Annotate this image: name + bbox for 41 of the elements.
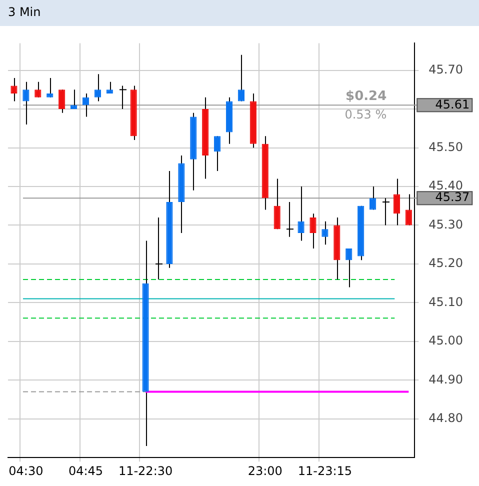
y-tick-label: 45.40 [428,178,464,193]
annotation: $0.24 [346,89,387,104]
candlestick [286,201,294,238]
candlestick [405,194,412,226]
candlestick [346,248,352,288]
y-tick-label: 45.10 [428,294,464,309]
candlestick [46,78,54,98]
x-tick-label: 04:45 [68,464,104,478]
candlestick [393,178,400,226]
y-tick-label: 45.20 [428,256,464,270]
y-tick-label: 45.70 [428,62,464,76]
y-tick-label: 44.80 [428,410,464,425]
candlestick [298,186,304,242]
x-tick-label: 04:30 [8,464,44,478]
x-tick-label: 11-23:15 [298,464,352,478]
candlestick [274,178,280,230]
candlestick [214,136,221,172]
candlestick [322,220,328,246]
candlestick [382,198,390,226]
y-tick-label: 44.90 [428,372,464,386]
x-tick-label: 23:00 [248,464,282,478]
y-tick-label: 45.00 [428,334,464,348]
candlestick [369,186,376,210]
ref-line-label: 45.37 [435,190,470,204]
candlestick [155,216,163,280]
x-tick-label: 11-22:30 [118,464,173,478]
candlestick [58,89,66,114]
candlestick [82,93,90,118]
annotation: 0.53 % [344,107,387,122]
candlestick [10,78,18,102]
candlestick [238,54,245,102]
chart-title: 3 Min [8,5,41,19]
y-tick-label: 45.50 [428,140,464,154]
candlestick [70,89,78,110]
y-tick-label: 45.30 [428,217,464,232]
candlestick [310,213,316,249]
candlestick [22,81,30,126]
ref-line-label: 45.61 [435,97,470,112]
candlestick [94,74,101,102]
candlestick [119,85,127,110]
candlestick [34,81,42,98]
